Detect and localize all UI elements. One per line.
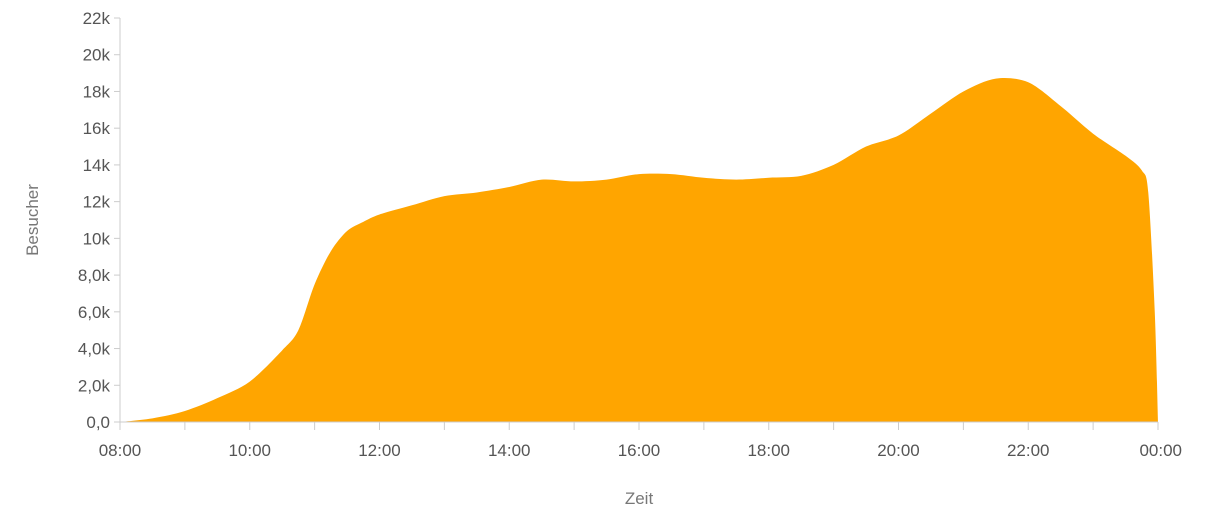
y-tick-label: 10k — [83, 229, 111, 248]
area-series — [120, 78, 1158, 422]
x-tick-label: 22:00 — [1007, 441, 1050, 460]
x-tick-label: 12:00 — [358, 441, 401, 460]
y-tick-label: 4,0k — [78, 340, 111, 359]
x-axis-title: Zeit — [625, 489, 654, 508]
y-tick-label: 14k — [83, 156, 111, 175]
x-tick-label: 08:00 — [99, 441, 142, 460]
y-tick-label: 12k — [83, 193, 111, 212]
x-tick-label: 20:00 — [877, 441, 920, 460]
x-tick-label: 16:00 — [618, 441, 661, 460]
y-tick-label: 0,0 — [86, 413, 110, 432]
x-tick-label: 18:00 — [747, 441, 790, 460]
x-tick-label: 14:00 — [488, 441, 531, 460]
y-tick-label: 8,0k — [78, 266, 111, 285]
x-tick-label: 10:00 — [228, 441, 271, 460]
plot-area — [120, 78, 1158, 422]
y-tick-label: 22k — [83, 9, 111, 28]
y-axis-ticks: 0,0 2,0k 4,0k 6,0k 8,0k 10k 12k 14k 16k 18k 20k 22k — [78, 9, 120, 432]
y-axis-title: Besucher — [23, 184, 42, 256]
y-tick-label: 6,0k — [78, 303, 111, 322]
x-tick-label: 00:00 — [1139, 441, 1182, 460]
y-tick-label: 20k — [83, 46, 111, 65]
y-tick-label: 18k — [83, 82, 111, 101]
x-axis-ticks: 08:00 10:00 12:00 14:00 16:00 18:00 20:00 22:00… — [99, 422, 1182, 460]
y-tick-label: 2,0k — [78, 376, 111, 395]
y-tick-label: 16k — [83, 119, 111, 138]
